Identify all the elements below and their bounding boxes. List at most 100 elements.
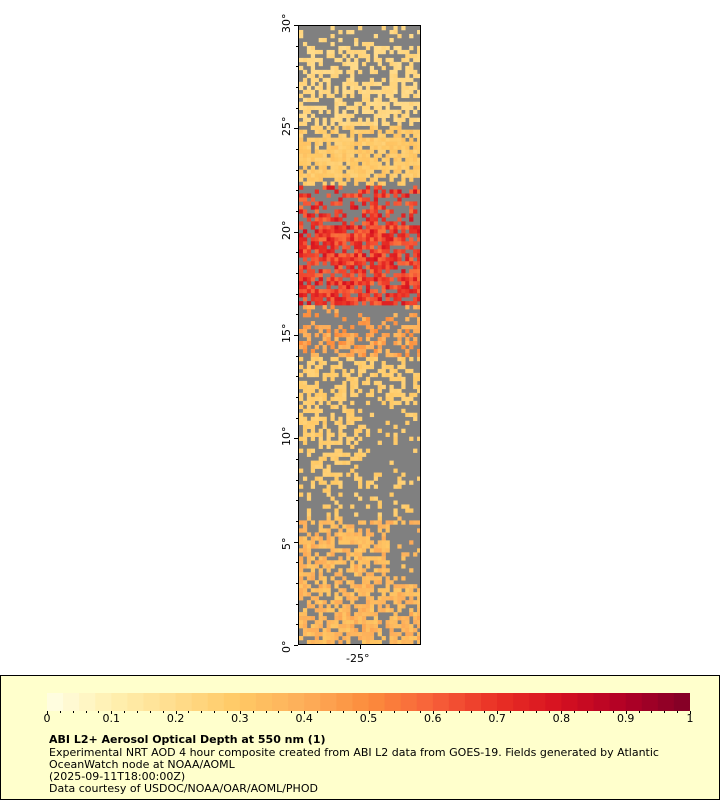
aod-pixel	[314, 129, 319, 134]
aod-pixel	[377, 229, 382, 234]
aod-pixel	[413, 297, 418, 302]
aod-pixel	[299, 636, 304, 641]
aod-pixel	[342, 261, 347, 266]
aod-pixel	[358, 26, 363, 31]
aod-pixel	[397, 157, 402, 162]
aod-pixel	[413, 636, 418, 641]
aod-pixel	[322, 249, 327, 254]
aod-pixel	[342, 157, 347, 162]
colorbar-minor-tick	[265, 711, 267, 713]
aod-pixel	[385, 297, 390, 302]
aod-pixel	[369, 325, 375, 330]
aod-pixel	[377, 608, 382, 613]
aod-pixel	[330, 137, 335, 142]
aod-pixel	[405, 109, 410, 115]
aod-pixel	[346, 301, 351, 306]
aod-pixel	[385, 257, 390, 262]
aod-pixel	[417, 117, 420, 122]
aod-pixel	[417, 281, 420, 286]
aod-pixel	[358, 285, 363, 290]
aod-pixel	[334, 516, 339, 521]
aod-pixel	[417, 592, 420, 597]
aod-pixel	[326, 440, 331, 445]
aod-pixel	[318, 297, 323, 302]
aod-pixel	[302, 608, 308, 613]
aod-pixel	[302, 548, 308, 553]
aod-pixel	[306, 492, 312, 497]
aod-pixel	[389, 632, 394, 637]
aod-pixel	[401, 149, 406, 154]
colorbar-tick	[239, 711, 241, 714]
aod-pixel	[358, 364, 363, 370]
aod-pixel	[314, 392, 319, 398]
aod-pixel	[377, 388, 382, 394]
aod-pixel	[393, 165, 398, 170]
aod-pixel	[310, 45, 316, 51]
aod-pixel	[326, 564, 331, 569]
aod-pixel	[397, 257, 402, 262]
aod-pixel	[377, 149, 382, 154]
aod-pixel	[350, 632, 355, 637]
aod-pixel	[381, 333, 386, 338]
aod-pixel	[381, 285, 386, 290]
aod-pixel	[342, 372, 347, 378]
aod-pixel	[373, 197, 378, 202]
aod-pixel	[413, 81, 418, 87]
aod-pixel	[401, 620, 406, 625]
aod-pixel	[377, 344, 382, 350]
aod-pixel	[385, 333, 390, 338]
aod-pixel	[377, 368, 382, 374]
aod-pixel	[334, 616, 339, 621]
aod-pixel	[409, 508, 414, 513]
aod-pixel	[334, 584, 339, 589]
aod-pixel	[306, 384, 312, 390]
aod-pixel	[393, 640, 398, 644]
aod-pixel	[417, 161, 420, 166]
aod-pixel	[302, 229, 308, 234]
aod-pixel	[417, 257, 420, 262]
aod-pixel	[318, 528, 323, 533]
aod-pixel	[369, 628, 375, 633]
aod-pixel	[393, 616, 398, 621]
aod-pixel	[299, 556, 304, 561]
aod-pixel	[310, 273, 316, 278]
aod-pixel	[361, 277, 367, 282]
aod-pixel	[354, 616, 359, 621]
aod-pixel	[409, 480, 414, 485]
latitude-tick-label: 30°	[280, 13, 293, 34]
aod-pixel	[417, 189, 420, 194]
aod-pixel	[358, 153, 363, 158]
aod-pixel	[330, 540, 335, 545]
aod-pixel	[326, 628, 331, 633]
aod-pixel	[369, 121, 375, 126]
aod-pixel	[393, 193, 398, 198]
aod-pixel	[318, 476, 323, 481]
aod-pixel	[385, 317, 390, 322]
aod-pixel	[354, 348, 359, 354]
aod-pixel	[310, 289, 316, 294]
aod-pixel	[397, 145, 402, 150]
aod-pixel	[358, 149, 363, 154]
aod-pixel	[409, 65, 414, 71]
aod-pixel	[381, 237, 386, 242]
aod-pixel	[413, 620, 418, 625]
aod-pixel	[338, 157, 343, 162]
aod-pixel	[330, 524, 335, 529]
aod-pixel	[409, 117, 414, 122]
aod-pixel	[389, 93, 394, 99]
latitude-minor-tick	[296, 45, 298, 47]
aod-pixel	[314, 352, 319, 358]
colorbar-minor-tick	[522, 711, 524, 713]
aod-pixel	[369, 237, 375, 242]
colorbar-bin	[239, 693, 257, 711]
aod-pixel	[381, 384, 386, 390]
aod-pixel	[405, 141, 410, 146]
aod-pixel	[350, 129, 355, 134]
aod-pixel	[401, 520, 406, 525]
aod-pixel	[302, 285, 308, 290]
aod-pixel	[377, 225, 382, 230]
aod-pixel	[381, 400, 386, 406]
aod-pixel	[314, 552, 319, 557]
aod-pixel	[409, 333, 414, 338]
aod-pixel	[358, 121, 363, 126]
